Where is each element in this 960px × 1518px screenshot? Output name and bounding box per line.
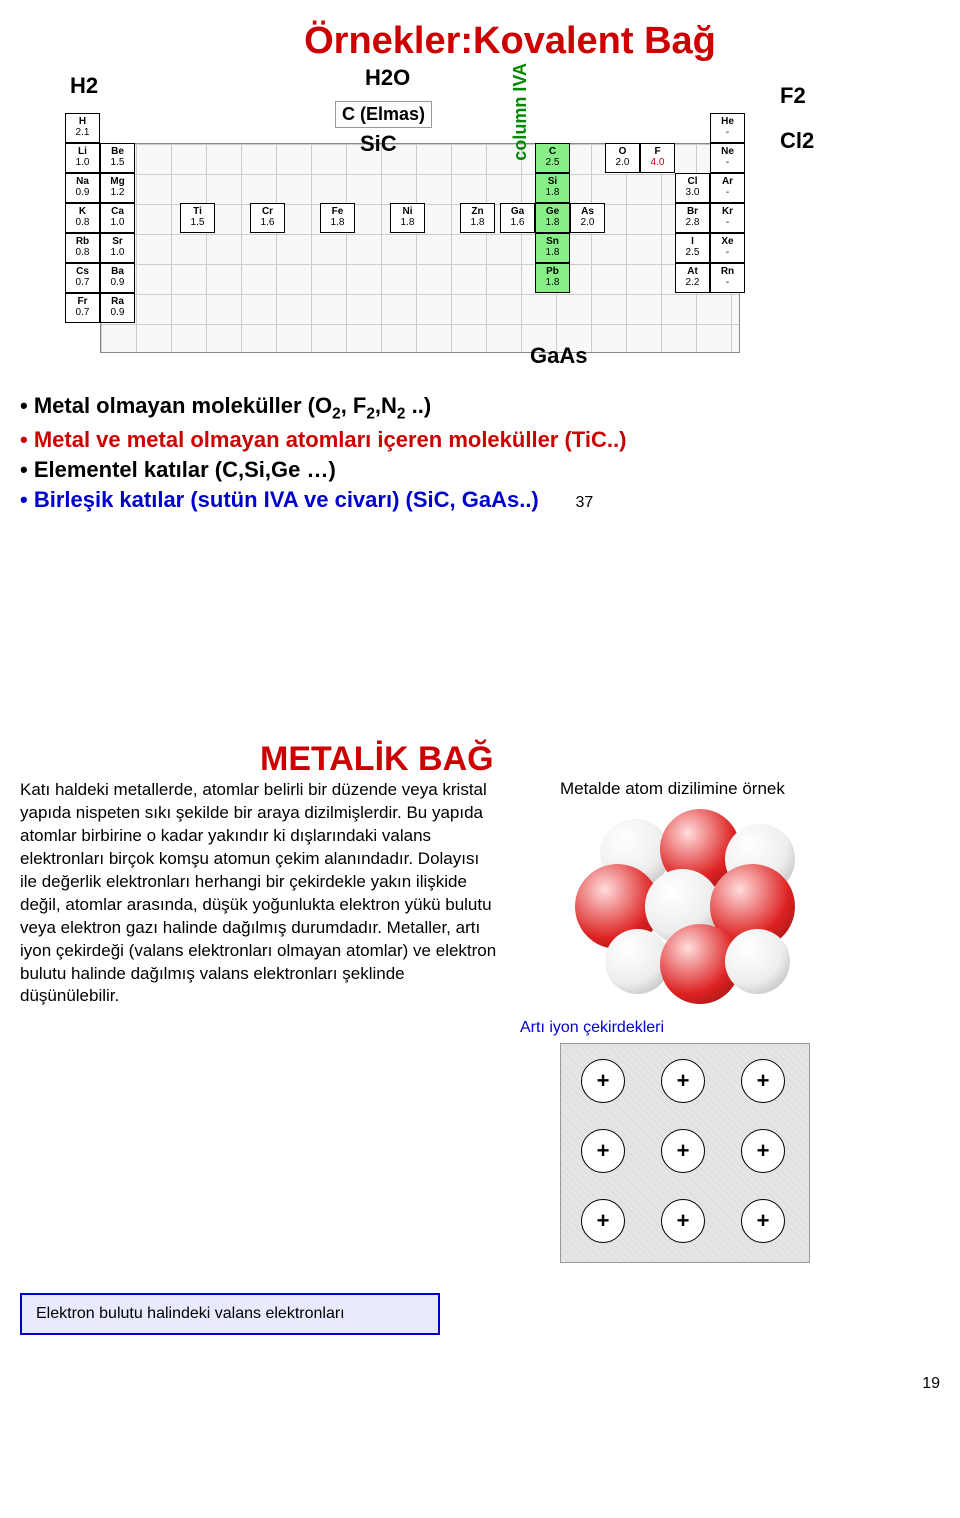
- ion-core: +: [661, 1129, 705, 1173]
- bullet-3: • Elementel katılar (C,Si,Ge …): [20, 457, 940, 483]
- annot-h2o: H2O: [365, 65, 410, 91]
- element-cell-rb: Rb0.8: [65, 233, 100, 263]
- element-cell-ni: Ni1.8: [390, 203, 425, 233]
- annot-sic: SiC: [360, 131, 397, 157]
- ion-caption: Artı iyon çekirdekleri: [520, 1019, 900, 1037]
- element-cell-i: I2.5: [675, 233, 710, 263]
- element-cell-ga: Ga1.6: [500, 203, 535, 233]
- element-cell-as: As2.0: [570, 203, 605, 233]
- page-37: 37: [575, 494, 593, 511]
- element-cell-at: At2.2: [675, 263, 710, 293]
- b1-post: ..): [405, 393, 431, 418]
- atom-cluster-diagram: [570, 809, 810, 1009]
- ion-core: +: [581, 1199, 625, 1243]
- element-cell-h: H2.1: [65, 113, 100, 143]
- element-cell-be: Be1.5: [100, 143, 135, 173]
- element-cell-ca: Ca1.0: [100, 203, 135, 233]
- bullet-2: • Metal ve metal olmayan atomları içeren…: [20, 427, 940, 453]
- annot-column-iva-text: column IVA: [510, 63, 531, 161]
- annot-f2-text: F2: [780, 83, 806, 108]
- annot-c-diamond: C (Elmas): [335, 101, 432, 128]
- slide2-title: METALİK BAĞ: [260, 740, 940, 779]
- b1-pre: • Metal olmayan moleküller (O: [20, 393, 332, 418]
- periodic-table-bg: [100, 143, 740, 353]
- annot-gaas: GaAs: [530, 343, 587, 369]
- ion-core: +: [741, 1199, 785, 1243]
- annot-column-iva: column IVA: [510, 63, 531, 167]
- ion-core: +: [741, 1129, 785, 1173]
- slide-metallic-bond: METALİK BAĞ Katı haldeki metallerde, ato…: [20, 740, 940, 1393]
- periodic-table-diagram: H2 H2O C (Elmas) SiC column IVA F2 Cl2 G…: [60, 73, 940, 373]
- page-footer: 19: [20, 1375, 940, 1393]
- bullet-4: • Birleşik katılar (sutün IVA ve civarı)…: [20, 487, 940, 513]
- annot-cl2: Cl2: [780, 128, 814, 154]
- metal-right-panel: Metalde atom dizilimine örnek Artı iyon …: [520, 779, 900, 1263]
- element-cell-cr: Cr1.6: [250, 203, 285, 233]
- element-cell-fr: Fr0.7: [65, 293, 100, 323]
- slide-covalent-bond: Örnekler:Kovalent Bağ H2 H2O C (Elmas) S…: [20, 20, 940, 700]
- ion-core: +: [581, 1129, 625, 1173]
- element-cell-sr: Sr1.0: [100, 233, 135, 263]
- ion-core: +: [661, 1059, 705, 1103]
- element-cell-cs: Cs0.7: [65, 263, 100, 293]
- atom-sphere: [725, 929, 790, 994]
- element-cell-ba: Ba0.9: [100, 263, 135, 293]
- element-cell-sn: Sn1.8: [535, 233, 570, 263]
- element-cell-ge: Ge1.8: [535, 203, 570, 233]
- annot-h2-text: H2: [70, 73, 98, 98]
- annot-h2: H2: [70, 73, 98, 99]
- element-cell-f: F4.0: [640, 143, 675, 173]
- element-cell-mg: Mg1.2: [100, 173, 135, 203]
- bullet-1: • Metal olmayan moleküller (O2, F2,N2 ..…: [20, 393, 940, 423]
- b4-text: • Birleşik katılar (sutün IVA ve civarı)…: [20, 487, 539, 512]
- element-cell-zn: Zn1.8: [460, 203, 495, 233]
- metal-body: Katı haldeki metallerde, atomlar belirli…: [20, 779, 940, 1263]
- electron-cloud-box: Elektron bulutu halindeki valans elektro…: [20, 1293, 440, 1335]
- element-cell-fe: Fe1.8: [320, 203, 355, 233]
- element-cell-ti: Ti1.5: [180, 203, 215, 233]
- b1-m1: , F: [341, 393, 367, 418]
- annot-f2: F2: [780, 83, 806, 109]
- element-cell-ar: Ar-: [710, 173, 745, 203]
- element-cell-na: Na0.9: [65, 173, 100, 203]
- element-cell-cl: Cl3.0: [675, 173, 710, 203]
- element-cell-c: C2.5: [535, 143, 570, 173]
- element-cell-li: Li1.0: [65, 143, 100, 173]
- ion-core: +: [741, 1059, 785, 1103]
- ion-core: +: [661, 1199, 705, 1243]
- element-cell-br: Br2.8: [675, 203, 710, 233]
- annot-cl2-text: Cl2: [780, 128, 814, 153]
- element-cell-si: Si1.8: [535, 173, 570, 203]
- element-cell-ra: Ra0.9: [100, 293, 135, 323]
- element-cell-o: O2.0: [605, 143, 640, 173]
- metal-paragraph: Katı haldeki metallerde, atomlar belirli…: [20, 779, 500, 1263]
- ion-core: +: [581, 1059, 625, 1103]
- slide1-title: Örnekler:Kovalent Bağ: [80, 20, 940, 63]
- b1-m2: ,N: [375, 393, 397, 418]
- ion-grid-diagram: + + + + + + + + +: [560, 1043, 810, 1263]
- element-cell-kr: Kr-: [710, 203, 745, 233]
- element-cell-k: K0.8: [65, 203, 100, 233]
- bullet-list: • Metal olmayan moleküller (O2, F2,N2 ..…: [20, 393, 940, 513]
- element-cell-rn: Rn-: [710, 263, 745, 293]
- annot-h2o-text: H2O: [365, 65, 410, 90]
- element-cell-pb: Pb1.8: [535, 263, 570, 293]
- element-cell-ne: Ne-: [710, 143, 745, 173]
- element-cell-he: He-: [710, 113, 745, 143]
- atom-caption: Metalde atom dizilimine örnek: [560, 779, 900, 799]
- element-cell-xe: Xe-: [710, 233, 745, 263]
